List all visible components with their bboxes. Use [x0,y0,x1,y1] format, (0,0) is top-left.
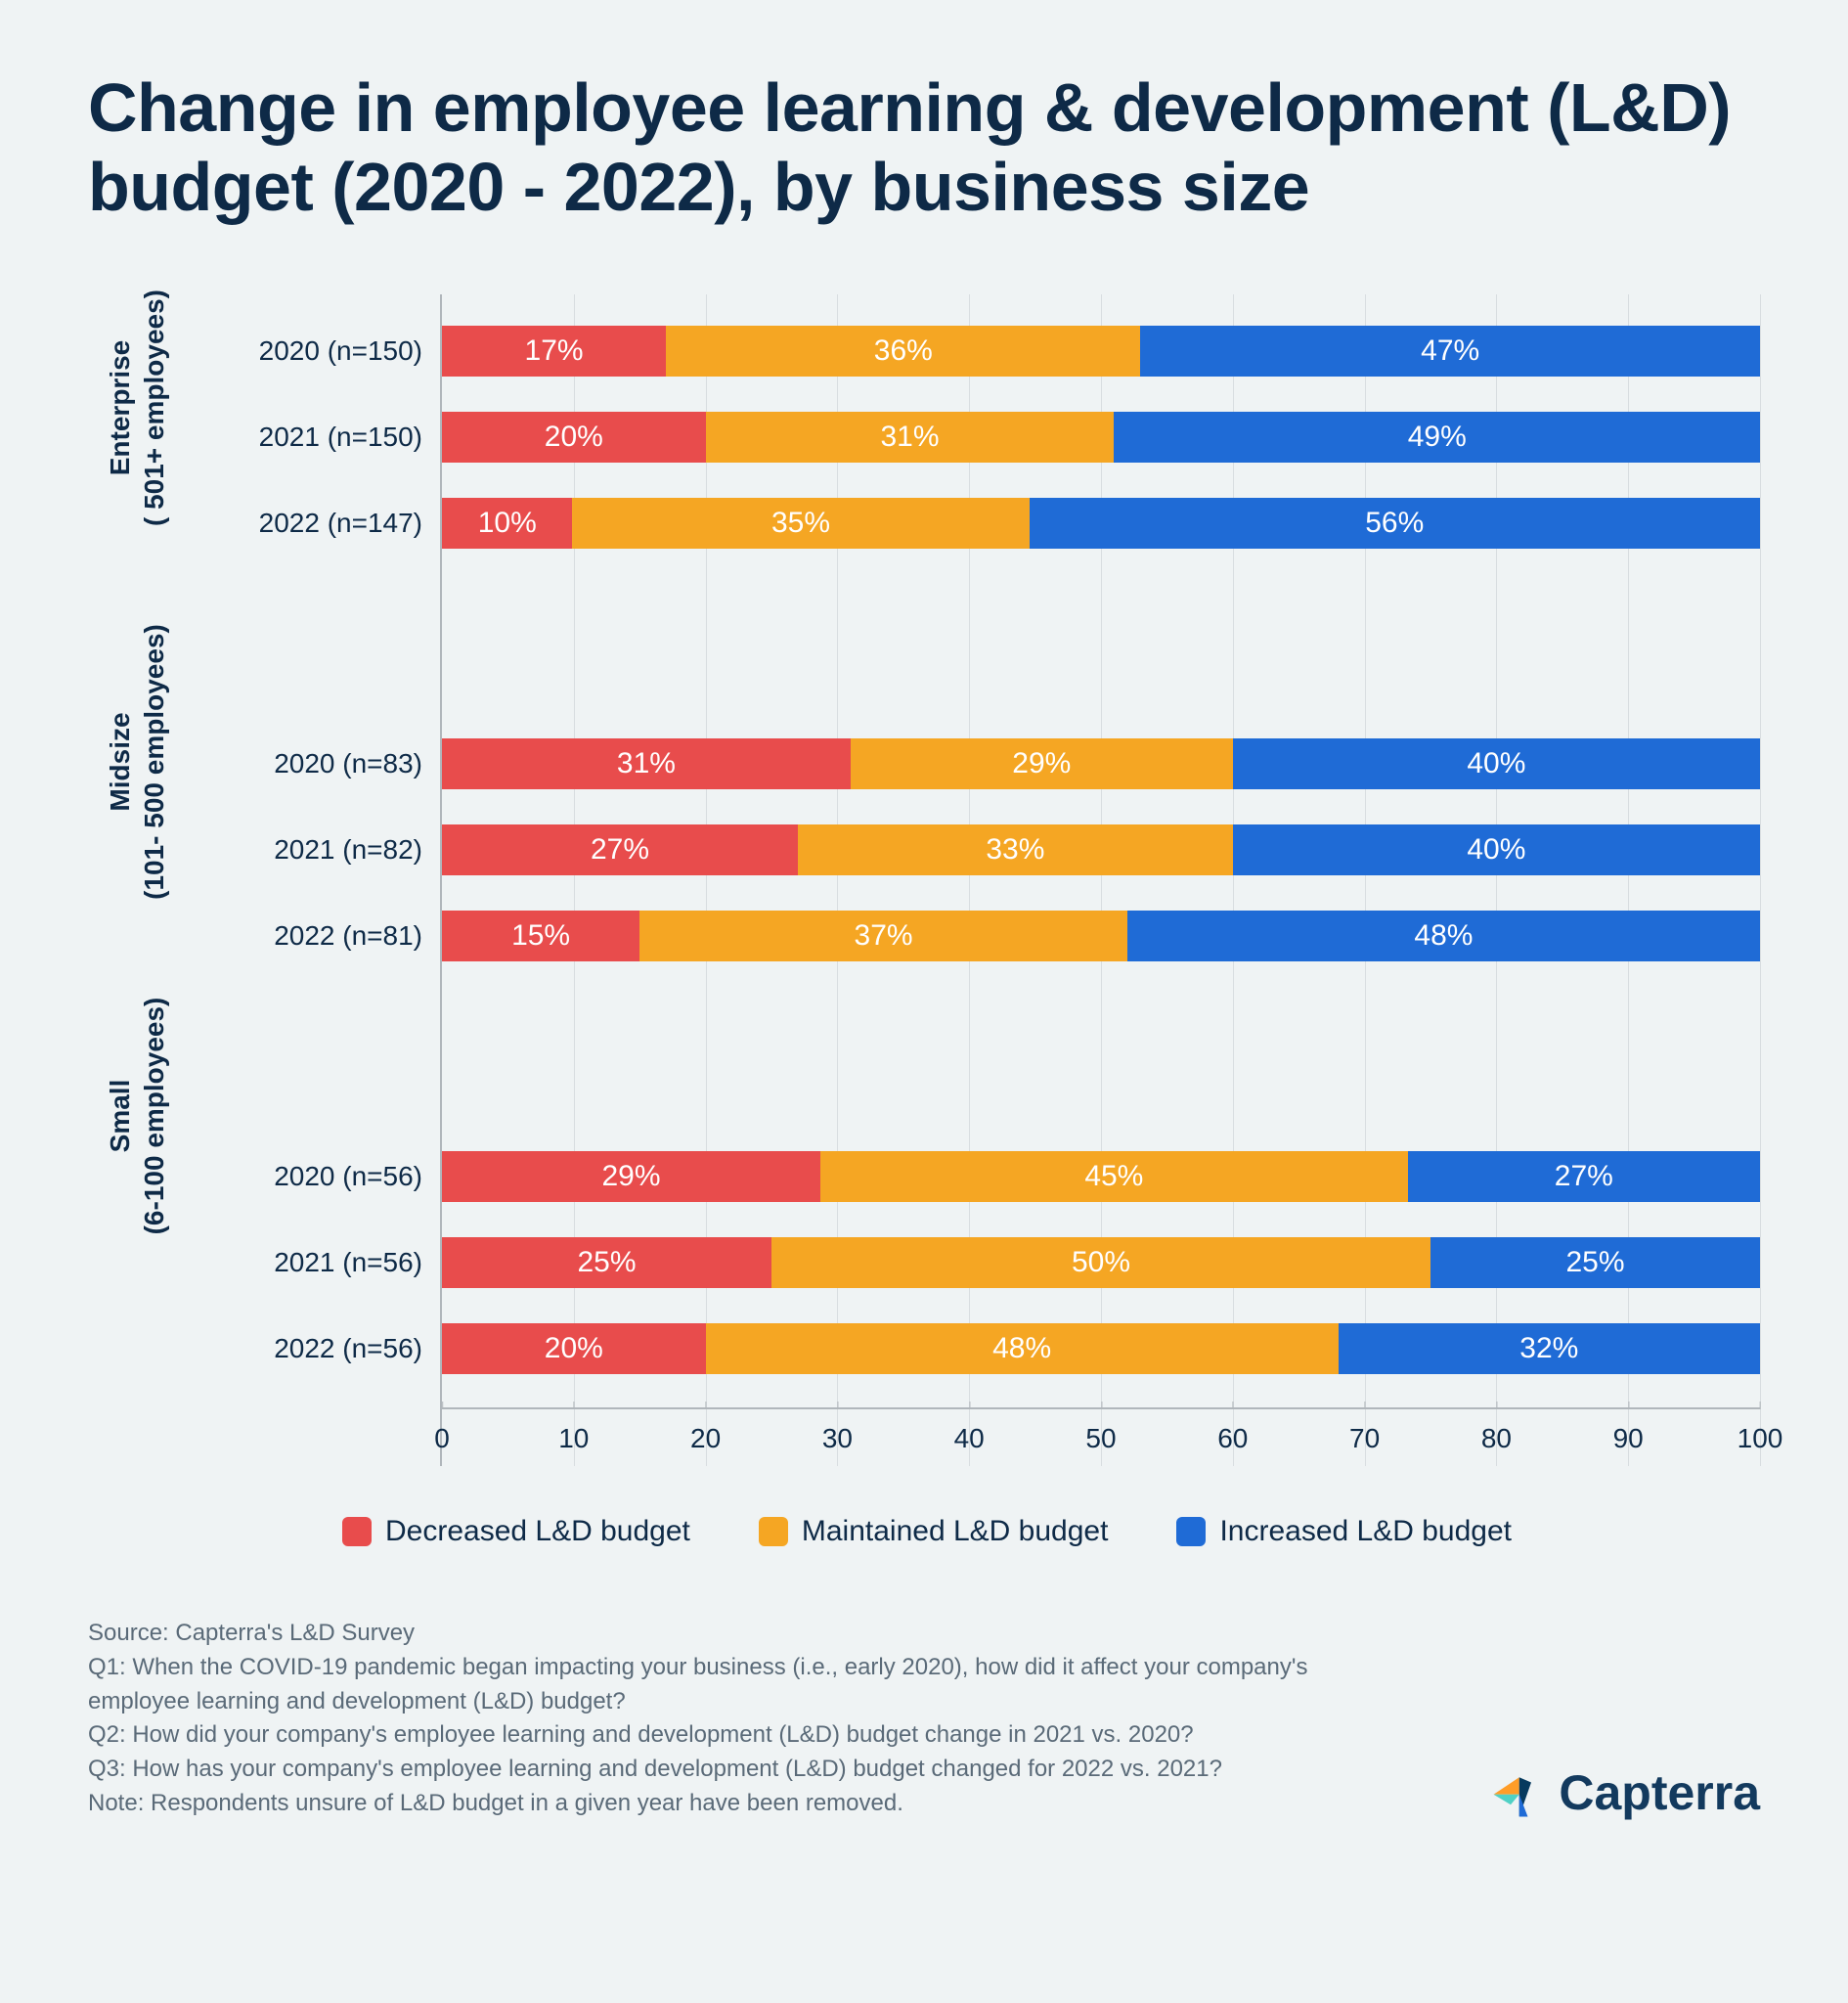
bar-segment: 32% [1339,1323,1760,1374]
chart: Enterprise( 501+ employees) Midsize(101- … [88,294,1760,1466]
x-tick: 50 [1085,1409,1116,1454]
bar-segment: 49% [1114,412,1760,463]
bar-segment: 33% [798,824,1233,875]
bar-segment: 25% [442,1237,771,1288]
capterra-icon [1490,1765,1545,1820]
bar-segment: 15% [442,911,639,961]
x-tick: 30 [822,1409,853,1454]
bar-segment: 27% [442,824,798,875]
row-label: 2022 (n=147) [186,495,440,552]
row-label: 2020 (n=56) [186,1148,440,1205]
bar-segment: 36% [666,326,1140,377]
bar-row: 31%29%40% [442,735,1760,792]
legend-label: Increased L&D budget [1219,1515,1512,1548]
legend-label: Decreased L&D budget [385,1515,690,1548]
bar-segment: 20% [442,412,706,463]
x-tick: 80 [1481,1409,1512,1454]
x-tick: 90 [1613,1409,1644,1454]
x-tick: 60 [1217,1409,1248,1454]
bar-row: 25%50%25% [442,1234,1760,1291]
legend-label: Maintained L&D budget [802,1515,1109,1548]
brand-name: Capterra [1559,1764,1760,1821]
footnote-line: Q2: How did your company's employee lear… [88,1718,1310,1753]
legend-swatch [342,1517,372,1546]
row-label: 2021 (n=82) [186,822,440,878]
bar-segment: 37% [639,911,1127,961]
footnote-line: Note: Respondents unsure of L&D budget i… [88,1787,1310,1821]
group-label: Enterprise( 501+ employees) [88,294,186,521]
bar-segment: 20% [442,1323,706,1374]
x-axis: 0102030405060708090100 [442,1407,1760,1466]
x-tick: 0 [434,1409,450,1454]
bar-segment: 48% [1127,911,1760,961]
x-tick: 100 [1738,1409,1783,1454]
x-tick: 40 [954,1409,985,1454]
row-label: 2022 (n=56) [186,1320,440,1377]
bar-row: 10%35%56% [442,495,1760,552]
footer: Source: Capterra's L&D SurveyQ1: When th… [88,1617,1760,1821]
legend: Decreased L&D budget Maintained L&D budge… [88,1515,1760,1548]
bar-segment: 29% [442,1151,820,1202]
group-labels-column: Enterprise( 501+ employees) Midsize(101- … [88,294,186,1466]
bar-segment: 48% [706,1323,1339,1374]
bar-segment: 10% [442,498,572,549]
bar-segment: 56% [1030,498,1760,549]
chart-title: Change in employee learning & developmen… [88,68,1760,226]
footnotes: Source: Capterra's L&D SurveyQ1: When th… [88,1617,1310,1821]
bar-segment: 29% [851,738,1233,789]
footnote-line: Source: Capterra's L&D Survey [88,1617,1310,1651]
legend-item: Decreased L&D budget [342,1515,690,1548]
group-label: Small(6-100 employees) [88,1002,186,1229]
bar-row: 20%31%49% [442,409,1760,466]
legend-item: Maintained L&D budget [759,1515,1109,1548]
bar-row: 27%33%40% [442,822,1760,878]
legend-swatch [1176,1517,1206,1546]
row-label: 2021 (n=56) [186,1234,440,1291]
legend-swatch [759,1517,788,1546]
bar-segment: 50% [771,1237,1430,1288]
bar-segment: 40% [1233,738,1760,789]
footnote-line: Q3: How has your company's employee lear… [88,1753,1310,1787]
legend-item: Increased L&D budget [1176,1515,1512,1548]
bar-segment: 40% [1233,824,1760,875]
x-tick: 10 [558,1409,589,1454]
bars-container: 17%36%47%20%31%49%10%35%56%31%29%40%27%3… [442,294,1760,1405]
group-label: Midsize(101- 500 employees) [88,648,186,875]
x-tick: 20 [690,1409,721,1454]
bar-segment: 25% [1430,1237,1760,1288]
bar-segment: 47% [1140,326,1760,377]
row-label: 2020 (n=150) [186,323,440,379]
row-labels-column: 2020 (n=150) 2021 (n=150) 2022 (n=147) 2020… [186,294,440,1466]
x-tick: 70 [1349,1409,1380,1454]
row-label: 2020 (n=83) [186,735,440,792]
bar-row: 29%45%27% [442,1148,1760,1205]
bar-row: 15%37%48% [442,908,1760,964]
bar-row: 20%48%32% [442,1320,1760,1377]
plot-area: 17%36%47%20%31%49%10%35%56%31%29%40%27%3… [440,294,1760,1466]
footnote-line: Q1: When the COVID-19 pandemic began imp… [88,1651,1310,1719]
bar-segment: 27% [1408,1151,1760,1202]
bar-segment: 31% [706,412,1115,463]
row-label: 2021 (n=150) [186,409,440,466]
bar-segment: 45% [820,1151,1408,1202]
row-label: 2022 (n=81) [186,908,440,964]
brand-logo: Capterra [1490,1764,1760,1821]
bar-row: 17%36%47% [442,323,1760,379]
bar-segment: 17% [442,326,666,377]
bar-segment: 35% [572,498,1029,549]
bar-segment: 31% [442,738,851,789]
